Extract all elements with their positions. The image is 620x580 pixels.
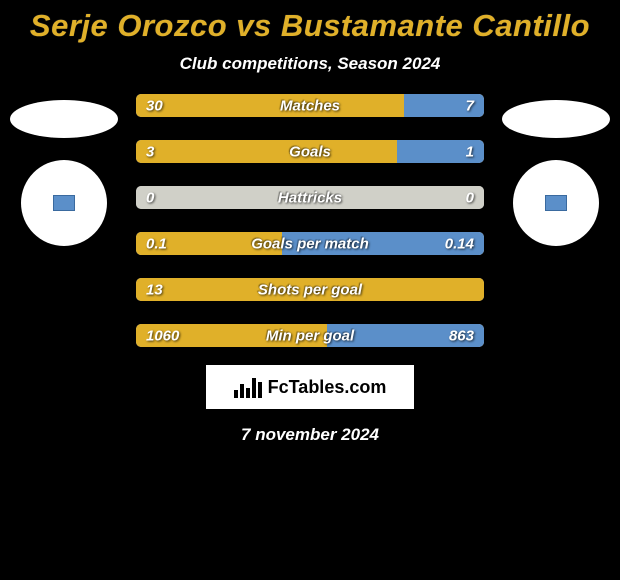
- stat-bar: 30 7 Matches: [136, 94, 484, 117]
- player-right-column: [502, 94, 610, 246]
- stat-bar: 3 1 Goals: [136, 140, 484, 163]
- stat-bar-right-value: 1: [466, 143, 474, 160]
- stat-bar-right-value: 0.14: [445, 235, 474, 252]
- stat-bar-right-value: 0: [466, 189, 474, 206]
- player-right-photo: [502, 100, 610, 138]
- stat-bar-left-fill: [136, 94, 404, 117]
- comparison-date: 7 november 2024: [0, 425, 620, 445]
- stat-bar-label: Matches: [280, 97, 340, 114]
- club-logo-icon: [545, 195, 567, 211]
- stat-bar-right-value: 863: [449, 327, 474, 344]
- stat-bar: 0 0 Hattricks: [136, 186, 484, 209]
- stat-bar-left-value: 0: [146, 189, 154, 206]
- player-left-column: [10, 94, 118, 246]
- stat-bar: 13 Shots per goal: [136, 278, 484, 301]
- stat-bar-label: Min per goal: [266, 327, 354, 344]
- stat-bar-left-value: 30: [146, 97, 163, 114]
- stat-bar-label: Goals per match: [251, 235, 369, 252]
- player-left-photo: [10, 100, 118, 138]
- stat-bar-left-value: 1060: [146, 327, 179, 344]
- stat-bar: 1060 863 Min per goal: [136, 324, 484, 347]
- stat-bar-left-value: 13: [146, 281, 163, 298]
- stat-bar-left-value: 3: [146, 143, 154, 160]
- comparison-title: Serje Orozco vs Bustamante Cantillo: [0, 8, 620, 44]
- player-right-club-logo: [513, 160, 599, 246]
- comparison-subtitle: Club competitions, Season 2024: [0, 54, 620, 74]
- stat-bar-left-fill: [136, 140, 397, 163]
- stat-bars: 30 7 Matches 3 1 Goals 0 0 Hattricks 0.1 0.14 Goals…: [136, 94, 484, 347]
- stat-bar-label: Goals: [289, 143, 331, 160]
- player-left-club-logo: [21, 160, 107, 246]
- brand-text: FcTables.com: [268, 377, 387, 398]
- stat-bar: 0.1 0.14 Goals per match: [136, 232, 484, 255]
- brand-bars-icon: [234, 376, 262, 398]
- stat-bar-label: Shots per goal: [258, 281, 362, 298]
- stat-bar-left-value: 0.1: [146, 235, 167, 252]
- brand-logo[interactable]: FcTables.com: [206, 365, 414, 409]
- stat-bar-label: Hattricks: [278, 189, 342, 206]
- club-logo-icon: [53, 195, 75, 211]
- main-content: 30 7 Matches 3 1 Goals 0 0 Hattricks 0.1 0.14 Goals…: [0, 94, 620, 347]
- stat-bar-right-value: 7: [466, 97, 474, 114]
